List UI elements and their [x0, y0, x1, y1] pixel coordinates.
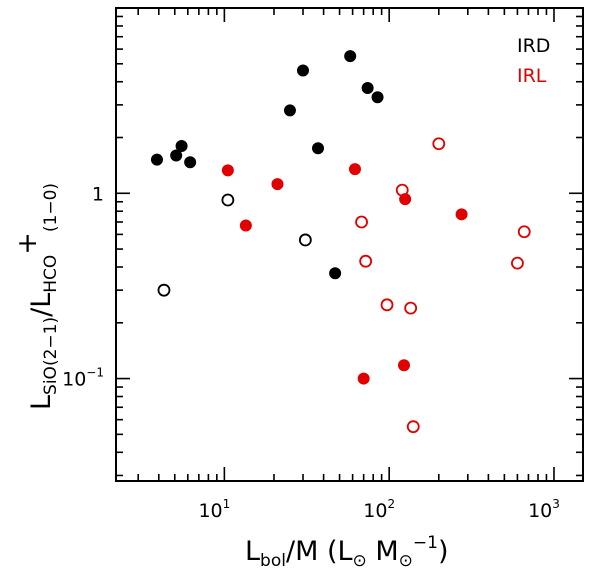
open-point-ird [221, 193, 235, 207]
legend-label-irl: IRL [517, 65, 547, 87]
filled-point-ird [344, 50, 357, 63]
filled-point-ird [175, 139, 188, 152]
data-points [150, 50, 531, 434]
x-axis-label-main: L [245, 536, 260, 567]
open-point-ird [298, 233, 312, 247]
filled-point-ird [361, 82, 374, 95]
open-point-irl [359, 254, 373, 268]
axis-ticks [116, 7, 583, 481]
filled-point-ird [150, 153, 163, 166]
open-point-irl [511, 256, 524, 270]
y-tick-label: 1 [92, 183, 104, 205]
open-point-irl [406, 420, 420, 434]
filled-point-irl [348, 163, 361, 176]
filled-point-ird [329, 267, 342, 280]
x-axis-label: Lbol/M (L⊙ M⊙−1) [245, 533, 449, 571]
open-point-irl [395, 183, 409, 197]
open-point-irl [380, 298, 394, 312]
filled-point-irl [455, 208, 468, 221]
x-tick-label: 102 [363, 497, 395, 522]
x-axis-label-rest: /M (L [286, 536, 353, 567]
open-point-irl [404, 301, 418, 315]
filled-point-ird [297, 64, 310, 77]
filled-point-ird [184, 156, 197, 169]
y-axis-label-sub2: HCO [41, 255, 61, 293]
x-axis-label-close: ) [438, 536, 449, 567]
y-tick-label: 10−1 [62, 366, 104, 391]
x-axis-label-sup: −1 [413, 533, 438, 553]
filled-point-ird [312, 142, 325, 155]
y-axis-label-sub3: (1−0) [41, 183, 61, 232]
y-axis-label-sub1: SiO(2−1) [41, 317, 61, 395]
x-axis-label-mid: M [367, 536, 399, 567]
open-point-irl [432, 137, 446, 151]
open-point-ird [157, 283, 171, 297]
filled-point-irl [239, 219, 252, 232]
y-axis-label-slash: /L [26, 293, 57, 317]
x-tick-label: 103 [528, 497, 560, 522]
y-axis-label: LSiO(2−1)/LHCO+(1−0) [12, 183, 61, 410]
y-axis-label-sup2: + [12, 232, 43, 255]
plot-frame [115, 7, 584, 482]
filled-point-irl [271, 178, 284, 191]
x-axis-label-sun1: ⊙ [353, 551, 367, 571]
filled-point-irl [221, 164, 234, 177]
x-tick-label: 101 [198, 497, 230, 522]
filled-point-irl [397, 359, 410, 372]
y-axis-label-main: L [26, 395, 57, 410]
open-point-irl [517, 225, 531, 239]
x-axis-label-sub: bol [260, 551, 286, 571]
filled-point-irl [357, 372, 370, 385]
open-point-irl [355, 215, 368, 229]
axis-tick-labels: 101 102 103 10−1 1 [62, 183, 560, 522]
filled-point-ird [283, 104, 296, 117]
x-axis-label-sun2: ⊙ [399, 551, 413, 571]
filled-point-ird [170, 149, 183, 162]
filled-point-ird [371, 91, 384, 104]
legend-label-ird: IRD [517, 35, 550, 57]
